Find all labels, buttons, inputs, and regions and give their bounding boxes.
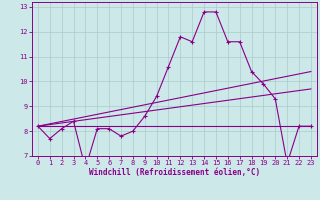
X-axis label: Windchill (Refroidissement éolien,°C): Windchill (Refroidissement éolien,°C) [89,168,260,177]
